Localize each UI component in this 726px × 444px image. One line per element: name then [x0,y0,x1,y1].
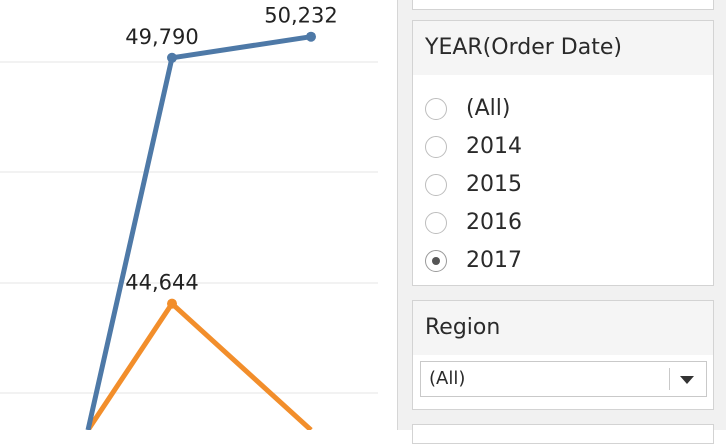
radio-button[interactable] [425,212,447,234]
region-filter-card: Region (All) [412,300,714,410]
radio-button[interactable] [425,174,447,196]
year-option-label: 2016 [466,210,522,235]
data-point[interactable] [167,298,177,309]
data-point[interactable] [167,52,177,63]
line-chart: 44,644 49,790 50,232 [0,3,378,430]
filter-panel: YEAR(Order Date) (All) 2014 2015 2016 20… [397,0,726,444]
data-label: 44,644 [125,271,198,295]
year-option-label: (All) [466,96,511,121]
chevron-down-icon[interactable] [680,376,694,384]
region-filter-title: Region [413,301,713,355]
year-option-label: 2014 [466,134,522,159]
region-dropdown-value: (All) [429,368,466,389]
line-chart-svg: 44,644 49,790 50,232 [0,4,378,430]
radio-button[interactable] [425,136,447,158]
year-filter-card: YEAR(Order Date) (All) 2014 2015 2016 20… [412,20,714,286]
data-label: 50,232 [264,4,337,28]
data-label: 49,790 [125,25,198,49]
data-point[interactable] [306,31,316,42]
series-line[interactable] [85,34,312,430]
year-option-label: 2015 [466,172,522,197]
series-line[interactable] [85,301,313,430]
bottom-filter-card-partial [412,424,714,444]
radio-button[interactable] [425,98,447,120]
radio-button-selected[interactable] [425,250,447,272]
top-filter-card-partial [412,0,714,10]
dropdown-divider [669,368,670,390]
year-filter-title: YEAR(Order Date) [413,21,713,75]
radio-dot-icon [432,257,440,265]
year-option-label: 2017 [466,248,522,273]
region-dropdown[interactable]: (All) [420,361,707,397]
